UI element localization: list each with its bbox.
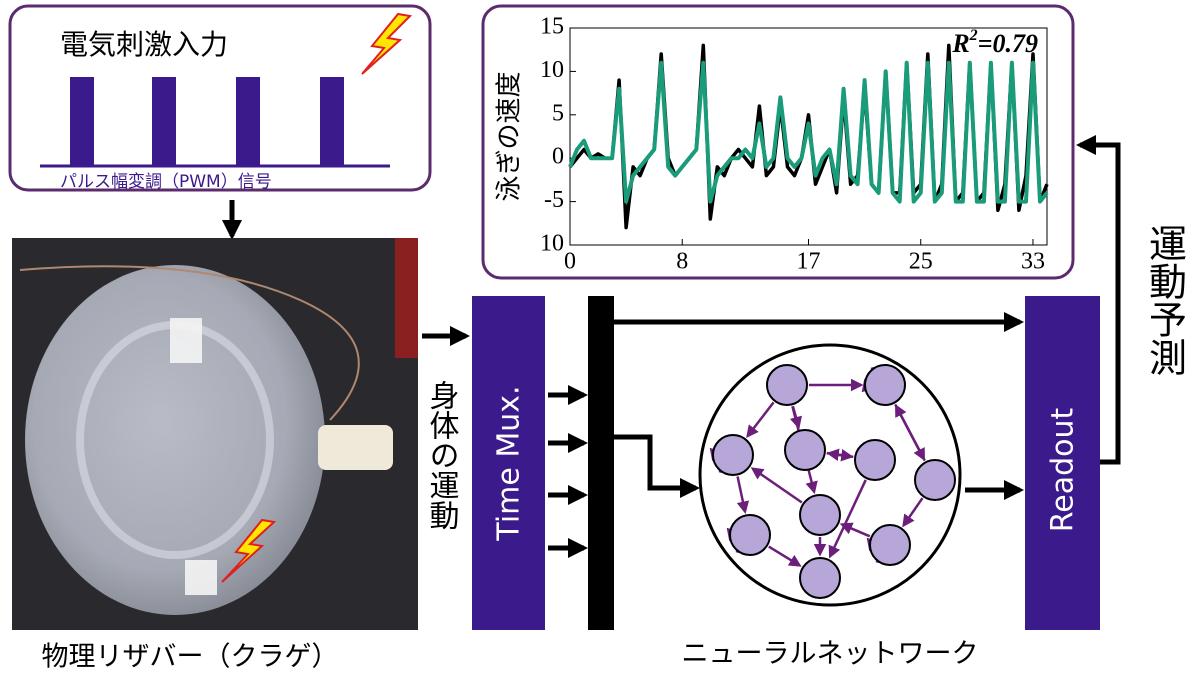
time-mux-label: Time Mux. — [492, 385, 527, 541]
annotation-sup: 2 — [969, 27, 978, 44]
network-edge — [902, 497, 924, 528]
y-tick-label: 5 — [552, 100, 564, 126]
neuron — [799, 557, 841, 599]
y-tick-label: 15 — [540, 14, 564, 40]
network-edge — [828, 479, 867, 559]
network-caption: ニューラルネットワーク — [682, 639, 979, 670]
neuron — [854, 439, 896, 481]
readout-box — [1025, 296, 1100, 630]
x-tick-label: 0 — [564, 249, 576, 275]
x-tick-label: 8 — [676, 249, 688, 275]
bus-bar — [588, 296, 614, 630]
network — [709, 364, 956, 599]
prediction-label: 運動予測 — [1143, 224, 1187, 376]
annotation-rest: =0.79 — [978, 29, 1038, 58]
network-edge — [750, 467, 803, 504]
neuron — [864, 364, 906, 406]
annotation-base: R — [951, 29, 969, 58]
network-edge — [839, 522, 871, 538]
arrow — [614, 434, 700, 498]
y-axis-label: 泳ぎの速度 — [495, 71, 525, 201]
device — [318, 425, 393, 470]
network-edge — [895, 404, 926, 462]
pulse-bars — [70, 77, 344, 165]
time-mux-box — [472, 296, 545, 630]
network-edge — [736, 476, 750, 514]
y-tick-label: 10 — [540, 231, 564, 257]
neuron — [766, 364, 808, 406]
wire — [19, 265, 360, 421]
photo-edge — [395, 238, 418, 358]
pwm-label: パルス幅変調（PWM）信号 — [60, 172, 272, 192]
electrode — [170, 318, 202, 363]
neuron — [784, 429, 826, 471]
jellyfish — [25, 265, 325, 615]
y-tick-label: -5 — [544, 187, 564, 213]
mux-arrows — [548, 385, 588, 558]
annotation: R2=0.79 — [951, 27, 1038, 58]
neuron — [914, 459, 956, 501]
x-tick-label: 25 — [909, 249, 933, 275]
network-edge — [768, 545, 802, 567]
neuron — [729, 514, 771, 556]
chart: 10 -5 0 5 10 15 0 8 17 25 33 泳ぎの速度 R2=0.79 — [495, 14, 1049, 275]
lightning-icon — [361, 12, 413, 75]
electrode — [185, 560, 217, 595]
photo-caption: 物理リザバー（クラゲ） — [42, 642, 339, 673]
x-tick-label: 33 — [1021, 249, 1045, 275]
series-line — [568, 60, 1049, 204]
neuron — [712, 434, 754, 476]
lightning-icon — [221, 518, 277, 583]
input-title: 電気刺激入力 — [60, 28, 228, 61]
network-edge — [746, 401, 775, 438]
motion-label: 身体の運動 — [424, 380, 460, 530]
arrow — [1076, 135, 1121, 465]
neuron — [799, 494, 841, 536]
y-tick-label: 10 — [540, 57, 564, 83]
readout-label: Readout — [1046, 408, 1081, 533]
neuron — [869, 524, 911, 566]
network-edge — [826, 448, 854, 461]
x-tick-label: 17 — [797, 249, 821, 275]
y-tick-label: 0 — [552, 144, 564, 170]
